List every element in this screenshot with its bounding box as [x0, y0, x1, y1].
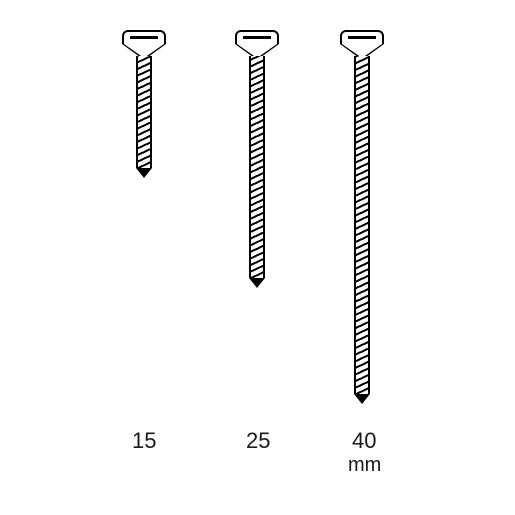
screw-tip-icon [354, 394, 370, 404]
screw-head-icon [340, 30, 384, 44]
screw-thread-icon [136, 56, 152, 168]
label-40: 40 [352, 428, 376, 454]
screws-container [0, 30, 515, 410]
label-15: 15 [132, 428, 156, 454]
label-25: 25 [246, 428, 270, 454]
screw-head-icon [235, 30, 279, 44]
screw-tip-icon [136, 168, 152, 178]
screw-25 [235, 30, 279, 288]
screw-tip-icon [249, 278, 265, 288]
screw-thread-icon [249, 56, 265, 278]
screw-thread-icon [354, 56, 370, 394]
unit-label: mm [348, 454, 381, 477]
screw-40 [340, 30, 384, 404]
screw-head-icon [122, 30, 166, 44]
screw-15 [122, 30, 166, 178]
